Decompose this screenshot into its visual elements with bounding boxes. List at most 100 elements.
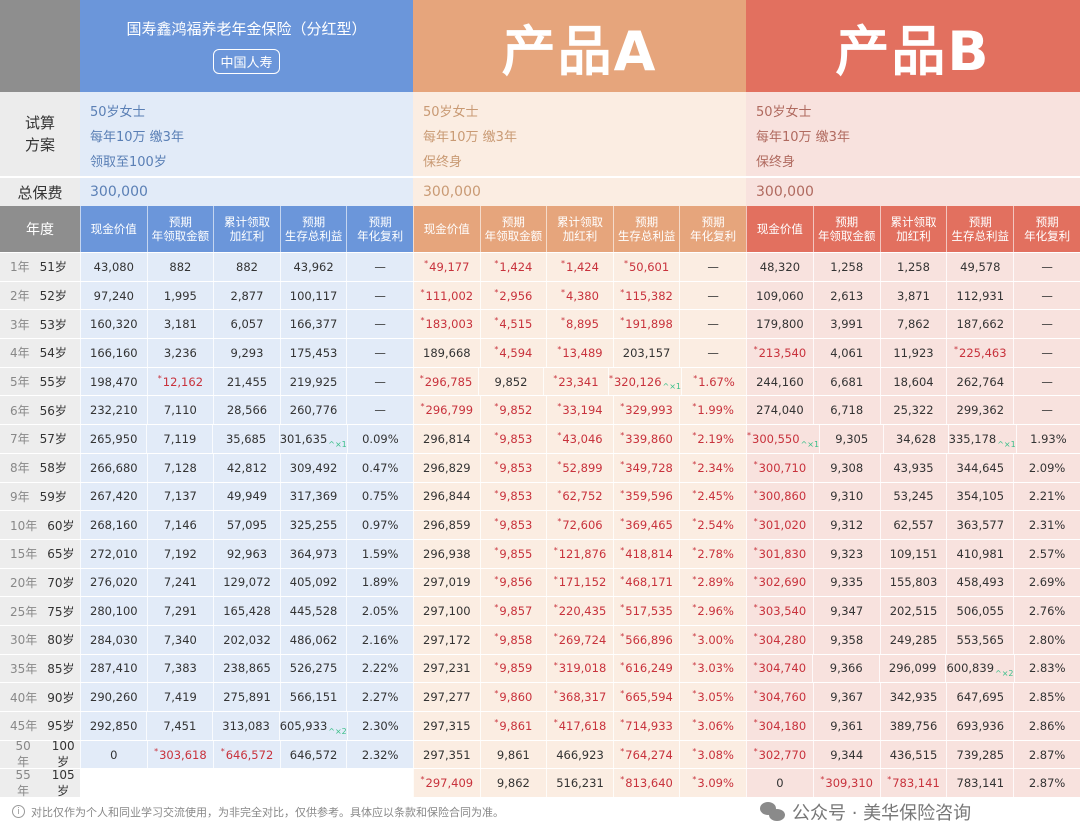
value-text: 187,662 <box>956 317 1005 332</box>
value-text: 600,839 <box>946 661 995 676</box>
value-text: 359,596 <box>625 489 673 504</box>
value-cell: * 2.96% <box>679 597 746 625</box>
policy-year: 5年 <box>10 375 30 390</box>
value-cell: 42,812 <box>213 453 280 482</box>
value-cell: 296,844 <box>413 482 480 511</box>
value-cell: 7,291 <box>146 597 214 625</box>
value-cell: * 171,152 <box>546 568 613 597</box>
value-text: 249,285 <box>889 632 938 647</box>
value-cell: * 714,933 <box>612 712 680 740</box>
value-cell: 646,572 <box>279 740 347 769</box>
value-cell: 262,764 <box>946 367 1013 396</box>
value-text: 296,829 <box>423 460 471 475</box>
value-text: 213,540 <box>758 345 807 360</box>
highlight-marker: * <box>561 287 566 297</box>
value-text: 6,718 <box>830 403 864 418</box>
value-text: 2.86% <box>1028 718 1066 733</box>
value-cell: 160,320 <box>80 310 147 339</box>
value-text: 300,710 <box>758 460 807 475</box>
value-cell: 313,083 <box>212 712 278 740</box>
product-header-b: 产品B <box>746 0 1080 92</box>
value-text: 202,515 <box>889 604 938 619</box>
value-text: 219,925 <box>289 374 338 389</box>
value-cell: 301,635 ^×1 <box>278 425 347 453</box>
year-label: 年度 <box>0 206 80 252</box>
value-text: 7,137 <box>163 489 197 504</box>
table-row: 55年 105岁 * 297,409 9,862 516,231 * 813,640 * 3.09… <box>0 768 1080 798</box>
row-values-a: 297,351 9,861 466,923 * 764,274 * 3.08% <box>413 740 746 769</box>
value-cell: * 2.89% <box>679 568 746 597</box>
product-title: 产品A <box>501 19 658 83</box>
highlight-marker: * <box>494 316 499 326</box>
value-text: 34,628 <box>895 431 937 446</box>
highlight-marker: * <box>553 574 558 584</box>
age: 60岁 <box>47 518 75 533</box>
value-cell: * 517,535 <box>612 597 680 625</box>
value-cell: * 4,515 <box>479 310 547 339</box>
value-cell: 7,119 <box>146 425 212 453</box>
value-text: 2.30% <box>362 718 399 733</box>
value-text: 232,210 <box>90 403 138 418</box>
value-cell: 92,963 <box>213 539 280 568</box>
value-cell: * 191,898 <box>612 310 680 339</box>
policy-year: 50年 <box>15 739 31 770</box>
highlight-marker: * <box>620 287 625 297</box>
table-row: 9年 59岁 267,420 7,137 49,949 317,369 0.75% 296,8… <box>0 481 1080 511</box>
value-cell: — <box>346 253 413 281</box>
value-text: 220,435 <box>558 604 607 619</box>
table-row: 8年 58岁 266,680 7,128 42,812 309,492 0.47% 296,8… <box>0 452 1080 482</box>
value-text: 0.47% <box>361 460 399 475</box>
value-cell: * 301,830 <box>746 539 813 568</box>
value-cell: 7,451 <box>146 712 212 740</box>
value-cell: 129,072 <box>213 568 280 597</box>
value-cell: * 304,760 <box>746 683 813 711</box>
policy-year: 25年 <box>10 604 38 619</box>
row-values-b: * 213,540 4,061 11,923 * 225,463— <box>746 339 1080 367</box>
value-cell: * 1.99% <box>679 396 746 425</box>
value-text: 646,572 <box>289 747 338 762</box>
row-values-b: * 300,550 ^×1 9,305 34,628 335,178 ^×1 1.93% <box>746 425 1080 453</box>
value-text: 1,258 <box>830 259 864 274</box>
highlight-marker: * <box>692 660 697 670</box>
value-cell: 7,192 <box>146 539 214 568</box>
policy-year: 1年 <box>10 260 30 275</box>
row-values-a: 296,844 * 9,853 * 62,752 * 359,596 * 2.45% <box>413 482 746 511</box>
value-cell: 3,236 <box>146 339 214 367</box>
value-cell: — <box>1013 339 1080 367</box>
value-cell: 9,358 <box>812 625 880 654</box>
value-text: — <box>374 317 386 332</box>
value-text: 12,162 <box>162 374 204 389</box>
column-header-row: 年度 现金价值 预期 年领取金额 累计领取 加红利 预期 生存总利益 预期 年化复利 现金… <box>0 206 1080 252</box>
value-text: 0.97% <box>361 518 399 533</box>
value-text: 287,410 <box>90 661 138 676</box>
value-cell: 486,062 <box>279 625 347 654</box>
value-cell: 296,938 <box>413 539 480 568</box>
highlight-marker: * <box>887 775 892 785</box>
column-header: 预期 年化复利 <box>679 206 746 252</box>
value-text: 203,157 <box>622 345 671 360</box>
value-cell: 21,455 <box>213 367 280 396</box>
value-text: 23,341 <box>558 374 599 389</box>
highlight-marker: * <box>494 517 499 527</box>
value-cell: 3,991 <box>812 310 880 339</box>
value-cell: * 183,003 <box>413 310 480 339</box>
table-row: 30年 80岁 284,030 7,340 202,032 486,062 2.16% 297… <box>0 624 1080 654</box>
value-cell: 0.47% <box>346 453 413 482</box>
value-text: 43,046 <box>562 431 603 446</box>
year-cell: 7年 57岁 <box>0 425 80 453</box>
value-text: 526,275 <box>289 661 338 676</box>
value-cell: 458,493 <box>946 568 1013 597</box>
value-cell: 342,935 <box>879 683 947 711</box>
value-text: 52,899 <box>562 460 603 475</box>
value-text: 344,645 <box>956 460 1005 475</box>
value-text: 339,860 <box>625 431 673 446</box>
value-cell: — <box>1013 396 1080 425</box>
value-text: 115,382 <box>625 288 673 303</box>
value-text: 9,860 <box>499 690 533 705</box>
table-row: 4年 54岁 166,160 3,236 9,293 175,453—189,668 * 4,… <box>0 338 1080 367</box>
value-text: 2.54% <box>697 518 734 533</box>
highlight-marker: * <box>494 287 499 297</box>
year-cell: 5年 55岁 <box>0 367 80 396</box>
value-text: 265,950 <box>89 431 138 446</box>
table-row: 3年 53岁 160,320 3,181 6,057 166,377— * 183,003 * 4… <box>0 309 1080 339</box>
